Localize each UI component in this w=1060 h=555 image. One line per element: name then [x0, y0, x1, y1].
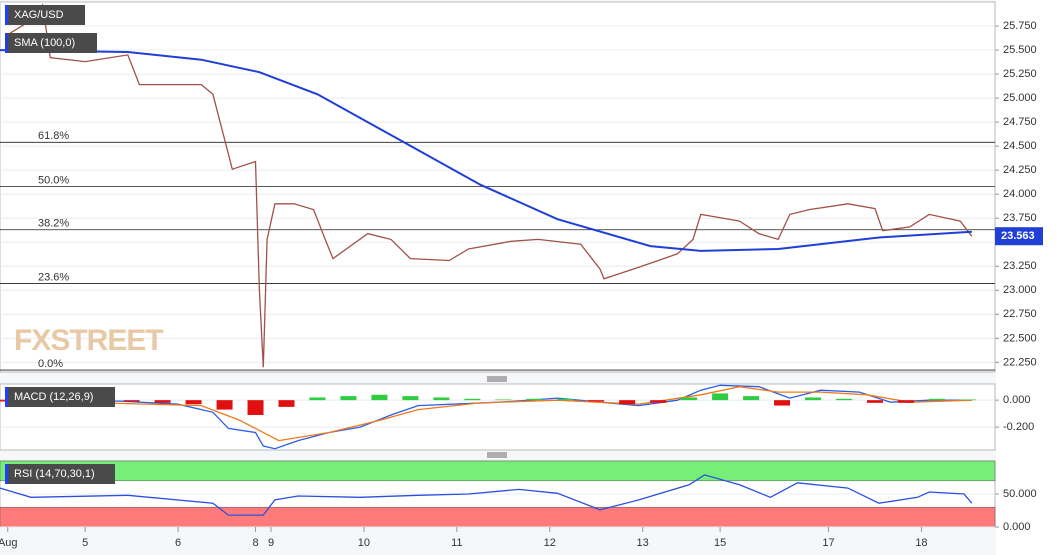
histogram-bar	[309, 397, 326, 401]
series-line	[0, 49, 972, 252]
x-tick-label: Aug	[0, 537, 18, 549]
panel-title-box	[5, 5, 85, 25]
y-tick-label: -0.200	[1003, 421, 1034, 433]
x-tick-label: 12	[544, 537, 556, 549]
x-tick-label: 11	[451, 537, 462, 549]
panel-title-box	[5, 464, 115, 484]
x-tick-label: 5	[82, 537, 88, 549]
histogram-bar	[959, 399, 976, 401]
y-tick-label: 22.250	[1003, 356, 1037, 368]
y-tick-label: 25.250	[1003, 68, 1037, 80]
panel-title: RSI (14,70,30,1)	[14, 468, 95, 480]
histogram-bar	[897, 400, 914, 403]
histogram-bar	[216, 400, 233, 410]
x-tick-label: 6	[175, 537, 181, 549]
x-tick-label: 9	[268, 537, 274, 549]
histogram-bar	[123, 400, 140, 402]
y-tick-label: 25.750	[1003, 20, 1037, 32]
y-tick-label: 24.750	[1003, 116, 1037, 128]
x-tick-label: 18	[915, 537, 927, 549]
legend-label: SMA (100,0)	[14, 37, 75, 49]
y-tick-label: 22.750	[1003, 308, 1037, 320]
y-tick-label: 24.500	[1003, 140, 1037, 152]
fib-label: 38.2%	[38, 218, 69, 230]
histogram-bar	[743, 396, 760, 401]
histogram-bar	[805, 397, 822, 401]
x-tick-label: 17	[822, 537, 834, 549]
y-tick-label: 24.000	[1003, 188, 1037, 200]
histogram-bar	[247, 400, 264, 415]
histogram-bar	[154, 400, 171, 403]
panel-title-marker	[5, 5, 8, 25]
histogram-bar	[340, 396, 357, 401]
fib-label: 61.8%	[38, 130, 69, 142]
panel-title-marker	[5, 387, 8, 407]
histogram-bar	[866, 400, 883, 403]
histogram-bar	[278, 400, 295, 407]
y-tick-label: 23.750	[1003, 212, 1037, 224]
histogram-bar	[557, 398, 574, 401]
x-tick-label: 13	[637, 537, 649, 549]
series-line	[0, 386, 972, 442]
histogram-bar	[712, 393, 729, 401]
panel	[0, 383, 996, 451]
y-tick-label: 0.000	[1003, 394, 1031, 406]
fib-label: 50.0%	[38, 174, 69, 186]
histogram-bar	[433, 397, 450, 401]
x-tick-label: 15	[714, 537, 726, 549]
histogram-bar	[495, 399, 512, 401]
x-tick-label: 10	[358, 537, 370, 549]
legend-marker	[5, 33, 8, 53]
histogram-bar	[526, 398, 543, 401]
histogram-bar	[619, 400, 636, 405]
histogram-bar	[774, 400, 791, 406]
histogram-bar	[650, 400, 667, 403]
fib-label: 0.0%	[38, 358, 63, 370]
histogram-bar	[185, 400, 202, 405]
panel-title-marker	[5, 464, 8, 484]
histogram-bar	[371, 394, 388, 401]
y-tick-label: 25.500	[1003, 44, 1037, 56]
panel-title-box	[5, 387, 115, 407]
y-tick-label: 0.000	[1003, 521, 1031, 533]
panel-title: MACD (12,26,9)	[14, 391, 93, 403]
fib-label: 23.6%	[38, 271, 69, 283]
histogram-bar	[588, 400, 605, 402]
y-tick-label: 22.500	[1003, 332, 1037, 344]
series-line	[0, 474, 973, 516]
histogram-bar	[681, 397, 698, 401]
x-tick-label: 8	[252, 537, 258, 549]
panel	[0, 1, 996, 373]
histogram-bar	[464, 398, 481, 401]
histogram-bar	[402, 396, 419, 401]
y-tick-label: 25.000	[1003, 92, 1037, 104]
series-line	[7, 3, 973, 368]
splitter[interactable]	[487, 376, 507, 458]
zone	[0, 460, 996, 482]
last-price-box	[995, 227, 1043, 246]
zone	[0, 506, 996, 528]
y-tick-label: 50.000	[1003, 488, 1037, 500]
legend-box	[5, 33, 97, 53]
watermark: FXSTREET	[14, 324, 163, 357]
y-tick-label: 23.000	[1003, 284, 1037, 296]
y-tick-label: 23.250	[1003, 260, 1037, 272]
histogram-bar	[928, 398, 945, 401]
y-tick-label: 24.250	[1003, 164, 1037, 176]
panel-title: XAG/USD	[14, 9, 64, 21]
histogram-bar	[836, 398, 853, 401]
last-price-label: 23.563	[1001, 230, 1035, 242]
